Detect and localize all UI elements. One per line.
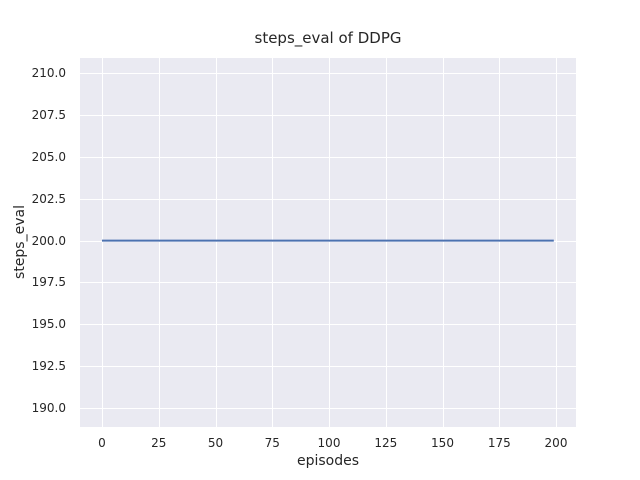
y-tick-label: 207.5 xyxy=(31,107,66,122)
y-tick-label: 210.0 xyxy=(31,66,66,81)
y-gridline xyxy=(80,282,576,284)
y-gridline xyxy=(80,408,576,410)
plot-area xyxy=(80,58,576,427)
y-gridline xyxy=(80,366,576,368)
series-layer xyxy=(102,239,554,242)
y-tick-label: 190.0 xyxy=(31,401,66,416)
x-tick-label: 200 xyxy=(544,436,568,450)
x-tick-label: 100 xyxy=(317,436,341,450)
x-tick-label: 175 xyxy=(487,436,511,450)
y-tick-label: 195.0 xyxy=(31,317,66,332)
plot-background xyxy=(80,58,576,427)
x-axis-label: episodes xyxy=(296,453,360,469)
x-gridline xyxy=(158,58,160,427)
y-gridline xyxy=(80,73,576,75)
x-gridline xyxy=(329,58,330,427)
x-tick-label: 0 xyxy=(98,436,106,450)
y-gridline xyxy=(80,156,576,158)
y-tick-label: 205.0 xyxy=(31,149,66,164)
y-tick-label: 192.5 xyxy=(31,359,66,374)
x-tick-label: 150 xyxy=(431,436,454,450)
y-tick-label: 202.5 xyxy=(31,191,66,206)
x-tick-label: 125 xyxy=(374,436,398,450)
x-tick-label: 50 xyxy=(207,436,224,450)
x-gridline xyxy=(102,58,103,427)
y-tick-label: 197.5 xyxy=(31,275,66,290)
x-gridline xyxy=(499,58,501,427)
y-gridline xyxy=(80,198,576,200)
y-gridline xyxy=(80,114,576,116)
x-gridline xyxy=(215,58,217,427)
chart-title: steps_eval of DDPG xyxy=(254,29,402,47)
y-tick-label: 200.0 xyxy=(31,233,66,248)
x-tick-label: 25 xyxy=(151,436,167,450)
x-tick-label: 75 xyxy=(264,436,280,450)
x-gridline xyxy=(272,58,274,427)
x-gridline xyxy=(442,58,444,427)
y-gridline xyxy=(80,324,576,326)
x-gridline xyxy=(385,58,387,427)
x-gridline xyxy=(556,58,557,427)
